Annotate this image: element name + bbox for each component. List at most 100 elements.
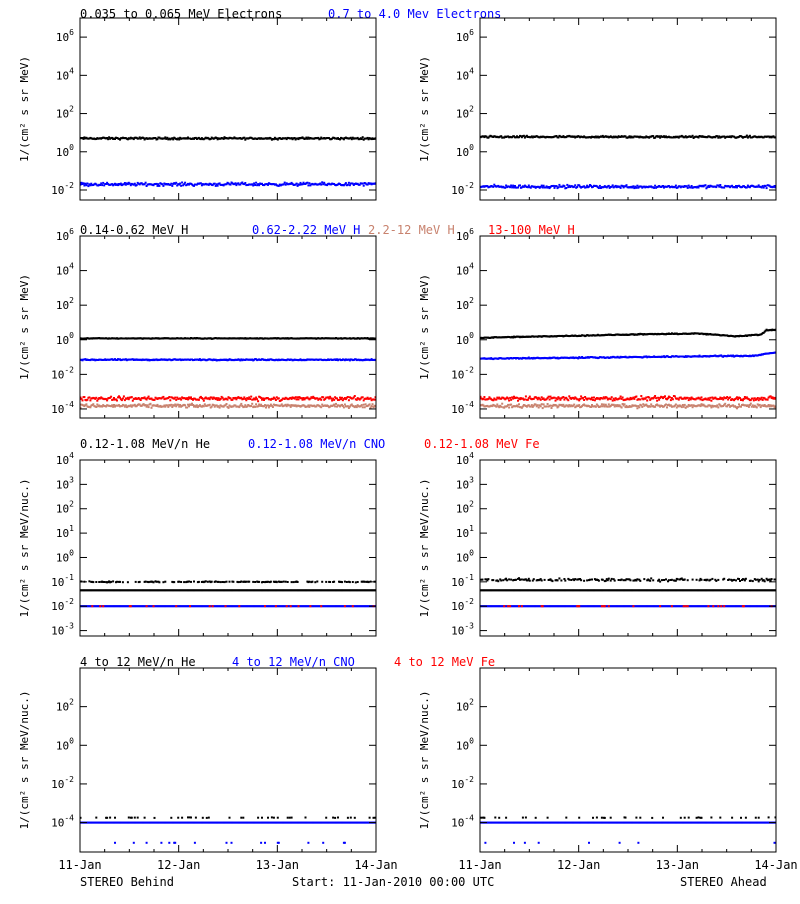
data-point	[758, 399, 760, 401]
data-point	[365, 403, 367, 405]
data-point	[265, 407, 267, 409]
data-point	[150, 403, 152, 405]
data-point	[250, 396, 252, 398]
data-point	[148, 581, 150, 583]
data-point	[512, 398, 514, 400]
data-points	[480, 329, 777, 410]
data-point	[209, 398, 211, 400]
data-point	[483, 398, 485, 400]
data-point	[670, 399, 672, 401]
data-point	[684, 404, 686, 406]
y-axis-label: 1/(cm² s sr MeV)	[18, 274, 31, 380]
data-point	[170, 404, 172, 406]
data-point	[614, 399, 616, 401]
data-point	[95, 397, 97, 399]
data-point	[483, 396, 485, 398]
data-point	[341, 397, 343, 399]
data-point	[542, 407, 544, 409]
data-point	[122, 581, 124, 583]
data-point	[492, 579, 494, 581]
data-point	[173, 581, 175, 583]
data-point	[162, 185, 164, 187]
y-tick-exponent: 6	[469, 28, 474, 37]
data-point	[687, 187, 689, 189]
data-point	[676, 407, 678, 409]
data-point	[123, 395, 125, 397]
y-tick-exponent: 4	[469, 66, 474, 75]
data-point	[692, 406, 694, 408]
y-tick-label: 100	[456, 331, 474, 347]
data-point	[222, 397, 224, 399]
data-point	[184, 182, 186, 184]
data-point	[592, 399, 594, 401]
data-point	[267, 581, 269, 583]
data-point	[175, 399, 177, 401]
data-point	[576, 186, 578, 188]
y-tick-label: 103	[56, 475, 74, 491]
data-point	[145, 581, 147, 583]
data-point	[156, 581, 158, 583]
legend-label: 2.2-12 MeV H	[368, 223, 455, 237]
data-point	[89, 399, 91, 401]
data-point	[106, 399, 108, 401]
data-point	[566, 184, 568, 186]
data-point	[746, 186, 748, 188]
data-point	[595, 406, 597, 408]
series-tan	[80, 403, 377, 409]
data-point	[767, 399, 769, 401]
data-point	[537, 404, 539, 406]
data-point	[759, 404, 761, 406]
data-point	[295, 396, 297, 398]
y-tick-exponent: 0	[69, 548, 74, 557]
data-point	[364, 581, 366, 583]
data-point	[354, 395, 356, 397]
y-tick-exponent: 2	[469, 296, 474, 305]
data-point	[649, 406, 651, 408]
data-point	[593, 397, 595, 399]
data-point	[519, 184, 521, 186]
data-point	[330, 397, 332, 399]
data-point	[154, 399, 156, 401]
data-point	[178, 581, 180, 583]
data-point	[283, 581, 285, 583]
data-point	[180, 399, 182, 401]
data-point	[311, 581, 313, 583]
y-tick-exponent: -2	[464, 365, 474, 374]
data-point	[320, 184, 322, 186]
series-blue	[80, 181, 377, 187]
data-point	[257, 400, 259, 402]
data-point	[540, 405, 542, 407]
data-point	[203, 400, 205, 402]
data-point	[765, 185, 767, 187]
data-point	[216, 397, 218, 399]
data-point	[619, 397, 621, 399]
data-point	[184, 404, 186, 406]
data-point	[506, 579, 508, 581]
data-point	[227, 399, 229, 401]
data-point	[652, 135, 654, 137]
data-point	[666, 406, 668, 408]
legend-label: 0.62-2.22 MeV H	[252, 223, 360, 237]
y-axis-label: 1/(cm² s sr MeV)	[18, 56, 31, 162]
y-tick-label: 100	[56, 331, 74, 347]
data-point	[487, 578, 489, 580]
data-point	[296, 183, 298, 185]
data-points	[80, 337, 377, 409]
data-point	[164, 581, 166, 583]
data-point	[237, 581, 239, 583]
data-point	[287, 581, 289, 583]
data-point	[370, 397, 372, 399]
data-point	[743, 398, 745, 400]
data-point	[608, 403, 610, 405]
data-point	[264, 404, 266, 406]
data-point	[578, 404, 580, 406]
data-point	[641, 406, 643, 408]
data-point	[654, 395, 656, 397]
data-point	[119, 581, 121, 583]
legend-label: 4 to 12 MeV Fe	[394, 655, 495, 669]
data-point	[691, 404, 693, 406]
y-tick-label: 106	[56, 28, 74, 44]
data-point	[86, 183, 88, 185]
data-point	[180, 581, 182, 583]
